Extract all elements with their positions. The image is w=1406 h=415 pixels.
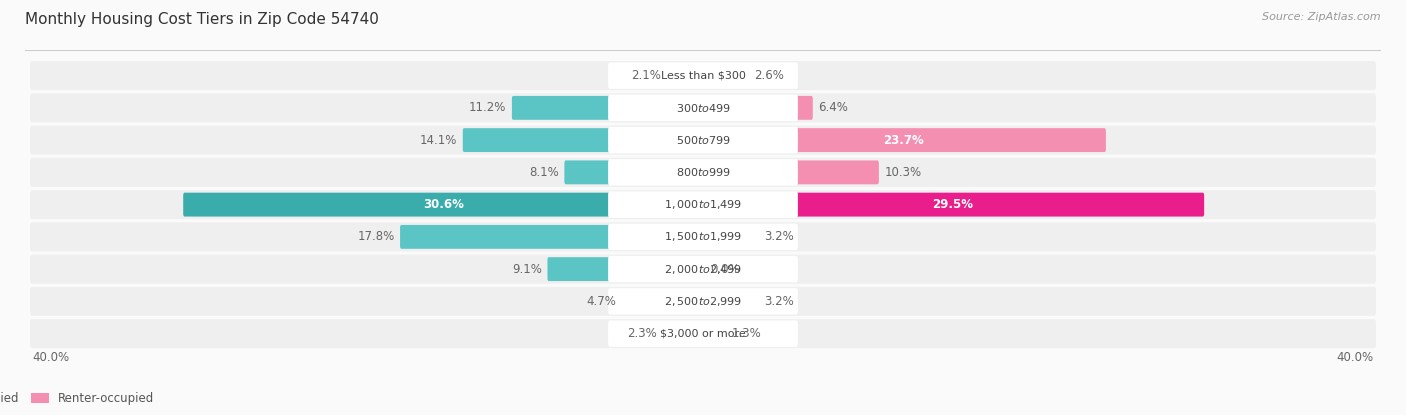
Text: 1.3%: 1.3% [731,327,762,340]
Text: $1,000 to $1,499: $1,000 to $1,499 [664,198,742,211]
FancyBboxPatch shape [609,320,797,347]
Text: 40.0%: 40.0% [32,352,69,364]
FancyBboxPatch shape [702,322,727,346]
Text: Less than $300: Less than $300 [661,71,745,81]
Text: $500 to $799: $500 to $799 [675,134,731,146]
Text: $1,500 to $1,999: $1,500 to $1,999 [664,230,742,243]
Text: $300 to $499: $300 to $499 [675,102,731,114]
FancyBboxPatch shape [30,319,1376,348]
FancyBboxPatch shape [662,322,704,346]
Text: 8.1%: 8.1% [529,166,560,179]
FancyBboxPatch shape [30,158,1376,187]
FancyBboxPatch shape [30,126,1376,155]
Text: 6.4%: 6.4% [818,101,848,115]
FancyBboxPatch shape [30,255,1376,283]
FancyBboxPatch shape [666,63,704,88]
FancyBboxPatch shape [702,96,813,120]
Text: $2,000 to $2,499: $2,000 to $2,499 [664,263,742,276]
FancyBboxPatch shape [30,222,1376,251]
FancyBboxPatch shape [702,128,1107,152]
Text: 0.0%: 0.0% [710,263,740,276]
FancyBboxPatch shape [702,63,748,88]
FancyBboxPatch shape [609,127,797,153]
FancyBboxPatch shape [401,225,704,249]
Text: 17.8%: 17.8% [357,230,395,243]
Text: Source: ZipAtlas.com: Source: ZipAtlas.com [1263,12,1381,22]
FancyBboxPatch shape [609,191,797,218]
Text: $3,000 or more: $3,000 or more [661,329,745,339]
FancyBboxPatch shape [30,61,1376,90]
FancyBboxPatch shape [609,95,797,121]
Text: 10.3%: 10.3% [884,166,921,179]
FancyBboxPatch shape [702,161,879,184]
FancyBboxPatch shape [183,193,704,217]
Text: 4.7%: 4.7% [586,295,617,308]
FancyBboxPatch shape [609,224,797,250]
Text: 3.2%: 3.2% [763,230,794,243]
FancyBboxPatch shape [564,161,704,184]
Text: 14.1%: 14.1% [420,134,457,146]
Legend: Owner-occupied, Renter-occupied: Owner-occupied, Renter-occupied [0,392,155,405]
Text: 29.5%: 29.5% [932,198,973,211]
Text: $800 to $999: $800 to $999 [675,166,731,178]
Text: 2.1%: 2.1% [631,69,661,82]
FancyBboxPatch shape [512,96,704,120]
Text: 30.6%: 30.6% [423,198,464,211]
Text: 2.3%: 2.3% [627,327,657,340]
FancyBboxPatch shape [702,289,759,313]
FancyBboxPatch shape [609,256,797,282]
FancyBboxPatch shape [702,193,1204,217]
Text: 23.7%: 23.7% [883,134,924,146]
FancyBboxPatch shape [621,289,704,313]
FancyBboxPatch shape [609,288,797,315]
FancyBboxPatch shape [609,62,797,89]
FancyBboxPatch shape [609,159,797,186]
FancyBboxPatch shape [30,287,1376,316]
Text: Monthly Housing Cost Tiers in Zip Code 54740: Monthly Housing Cost Tiers in Zip Code 5… [25,12,380,27]
Text: 40.0%: 40.0% [1337,352,1374,364]
Text: $2,500 to $2,999: $2,500 to $2,999 [664,295,742,308]
FancyBboxPatch shape [30,190,1376,219]
Text: 3.2%: 3.2% [763,295,794,308]
Text: 9.1%: 9.1% [512,263,543,276]
FancyBboxPatch shape [30,93,1376,122]
FancyBboxPatch shape [547,257,704,281]
FancyBboxPatch shape [463,128,704,152]
Text: 2.6%: 2.6% [754,69,783,82]
Text: 11.2%: 11.2% [470,101,506,115]
FancyBboxPatch shape [702,225,759,249]
